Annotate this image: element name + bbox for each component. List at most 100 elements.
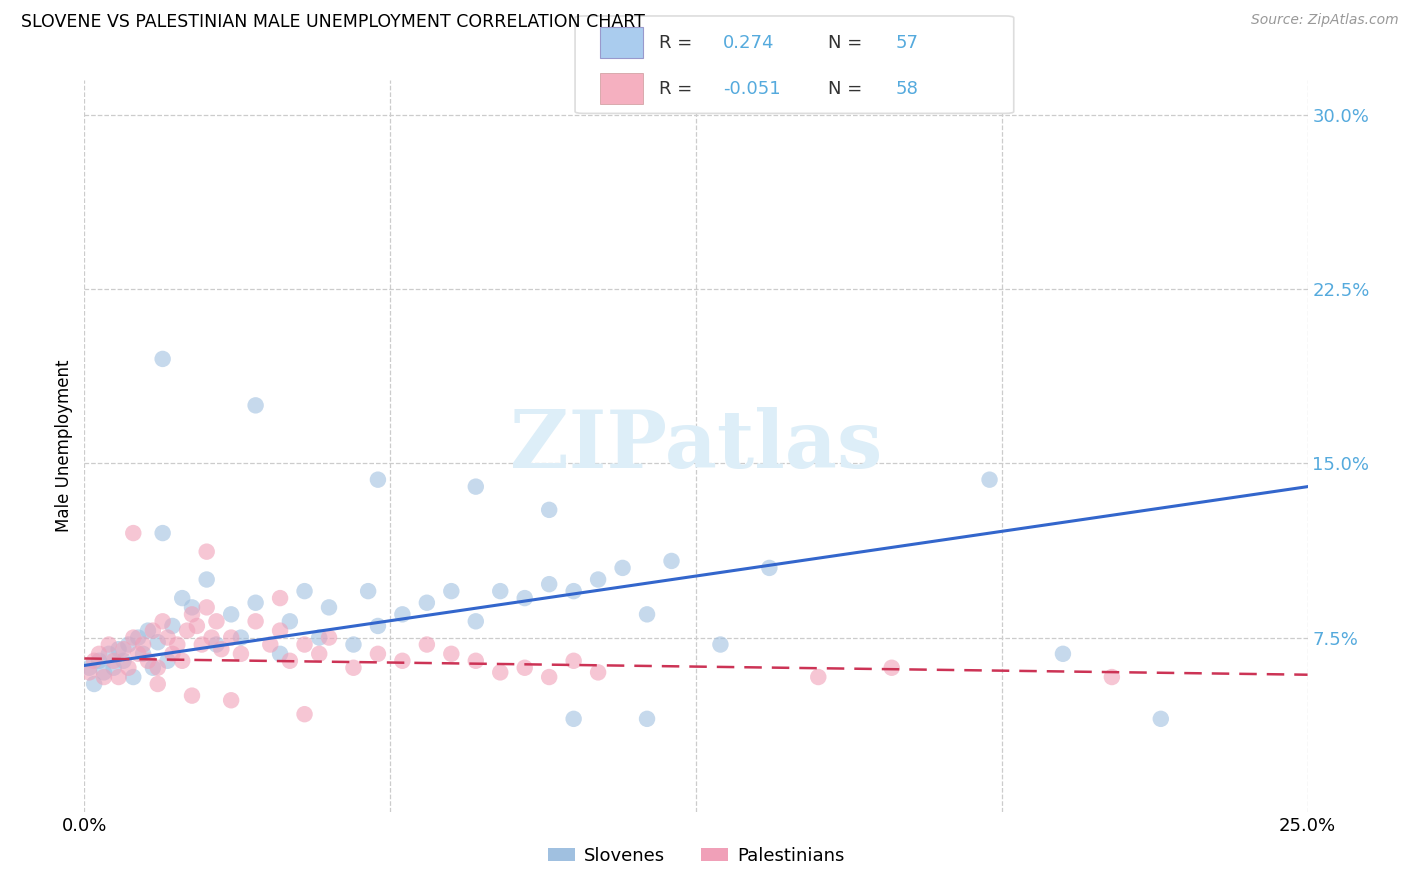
- Point: [132, 647, 155, 661]
- Point: [1101, 670, 1123, 684]
- Text: 58: 58: [896, 79, 918, 97]
- Point: [195, 600, 218, 615]
- Point: [979, 473, 1001, 487]
- Point: [97, 647, 120, 661]
- Point: [1052, 647, 1074, 661]
- Text: ZIPatlas: ZIPatlas: [510, 407, 882, 485]
- Legend: Slovenes, Palestinians: Slovenes, Palestinians: [540, 839, 852, 872]
- Point: [440, 584, 463, 599]
- Point: [172, 591, 194, 606]
- Point: [278, 615, 301, 629]
- Point: [152, 351, 174, 366]
- Point: [107, 642, 129, 657]
- Point: [318, 631, 340, 645]
- Point: [83, 677, 105, 691]
- Point: [245, 596, 267, 610]
- Point: [205, 615, 228, 629]
- Point: [269, 591, 291, 606]
- Point: [562, 584, 585, 599]
- Point: [83, 654, 105, 668]
- Point: [294, 638, 316, 652]
- Point: [367, 619, 389, 633]
- Point: [209, 642, 232, 657]
- Point: [195, 573, 218, 587]
- Point: [93, 665, 115, 680]
- Point: [294, 707, 316, 722]
- Point: [586, 665, 609, 680]
- Point: [122, 670, 145, 684]
- Text: -0.051: -0.051: [723, 79, 780, 97]
- Point: [127, 647, 149, 661]
- Point: [391, 607, 413, 622]
- Point: [166, 638, 188, 652]
- Point: [122, 631, 145, 645]
- Point: [464, 654, 486, 668]
- Y-axis label: Male Unemployment: Male Unemployment: [55, 359, 73, 533]
- Point: [538, 577, 561, 591]
- Point: [122, 526, 145, 541]
- Point: [367, 473, 389, 487]
- Point: [172, 654, 194, 668]
- Point: [357, 584, 380, 599]
- Point: [142, 624, 165, 638]
- Point: [200, 631, 222, 645]
- Text: Source: ZipAtlas.com: Source: ZipAtlas.com: [1251, 13, 1399, 28]
- Point: [269, 647, 291, 661]
- Point: [367, 647, 389, 661]
- Point: [562, 654, 585, 668]
- Point: [176, 624, 198, 638]
- Point: [186, 619, 208, 633]
- Text: R =: R =: [659, 34, 699, 52]
- Point: [416, 596, 439, 610]
- Point: [127, 631, 149, 645]
- Point: [117, 661, 139, 675]
- Point: [807, 670, 830, 684]
- Bar: [600, 73, 643, 104]
- Point: [308, 647, 330, 661]
- Point: [136, 654, 159, 668]
- Point: [181, 600, 204, 615]
- Text: R =: R =: [659, 79, 699, 97]
- Point: [152, 615, 174, 629]
- Point: [191, 638, 214, 652]
- Point: [612, 561, 634, 575]
- Point: [93, 670, 115, 684]
- Point: [112, 642, 135, 657]
- Point: [103, 654, 125, 668]
- Text: 0.274: 0.274: [723, 34, 775, 52]
- Point: [146, 635, 169, 649]
- Point: [97, 638, 120, 652]
- Point: [342, 661, 364, 675]
- Point: [156, 631, 179, 645]
- Point: [103, 661, 125, 675]
- Point: [489, 665, 512, 680]
- Point: [464, 615, 486, 629]
- Point: [636, 607, 658, 622]
- Point: [162, 647, 184, 661]
- Point: [195, 544, 218, 558]
- Point: [758, 561, 780, 575]
- Point: [245, 615, 267, 629]
- Point: [586, 573, 609, 587]
- Text: SLOVENE VS PALESTINIAN MALE UNEMPLOYMENT CORRELATION CHART: SLOVENE VS PALESTINIAN MALE UNEMPLOYMENT…: [21, 13, 645, 31]
- Point: [117, 638, 139, 652]
- Bar: [600, 28, 643, 58]
- Point: [278, 654, 301, 668]
- Point: [416, 638, 439, 652]
- Text: N =: N =: [828, 79, 868, 97]
- Point: [440, 647, 463, 661]
- Point: [136, 624, 159, 638]
- Point: [636, 712, 658, 726]
- Point: [152, 526, 174, 541]
- Point: [464, 480, 486, 494]
- Point: [562, 712, 585, 726]
- Point: [181, 607, 204, 622]
- Point: [391, 654, 413, 668]
- Point: [245, 398, 267, 412]
- Point: [219, 607, 242, 622]
- Point: [229, 647, 252, 661]
- Text: N =: N =: [828, 34, 868, 52]
- Point: [259, 638, 281, 652]
- Point: [205, 638, 228, 652]
- FancyBboxPatch shape: [575, 16, 1014, 113]
